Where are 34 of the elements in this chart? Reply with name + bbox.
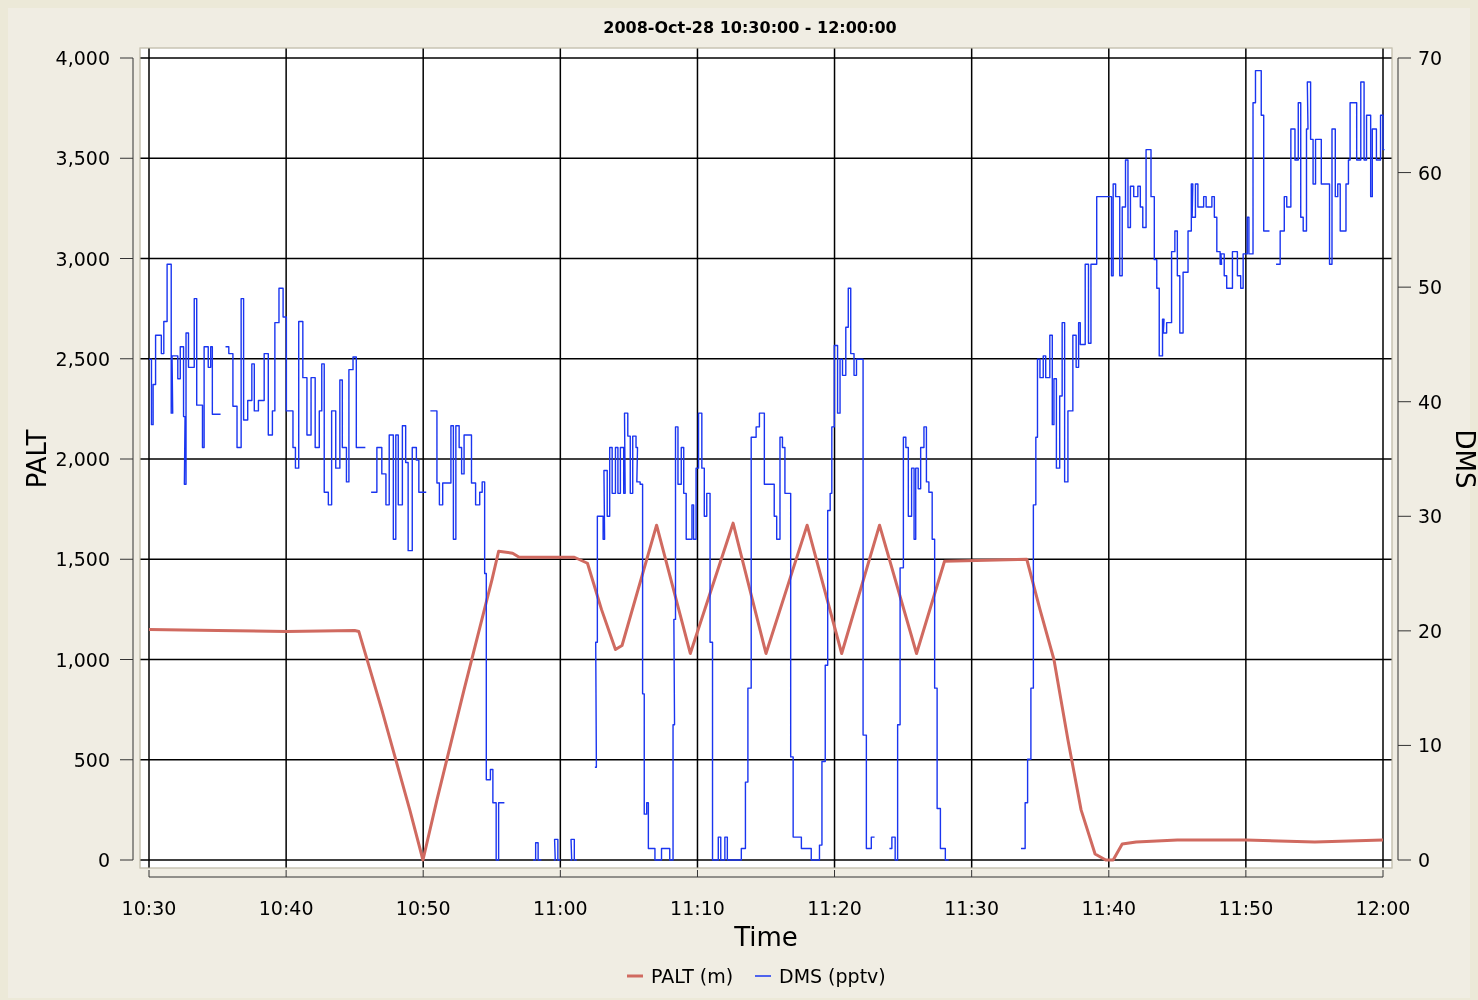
- x-tick-label: 10:40: [258, 897, 314, 919]
- x-tick-label: 10:50: [395, 897, 451, 919]
- y-tick-label: 0: [97, 849, 110, 871]
- y2-tick-label: 30: [1418, 505, 1443, 528]
- y-tick-label: 1,000: [55, 648, 110, 671]
- x-tick-label: 11:40: [1081, 897, 1137, 919]
- line-series: [147, 521, 1385, 862]
- y2-tick-label: 10: [1418, 734, 1443, 757]
- x-tick-label: 12:00: [1355, 897, 1411, 919]
- y-tick-label: 3,500: [55, 147, 110, 170]
- y-tick-label: 2,500: [55, 347, 110, 370]
- y2-tick-label: 20: [1418, 619, 1443, 642]
- legend-label: DMS (pptv): [779, 965, 886, 987]
- y2-axis-title: DMS: [1450, 429, 1478, 489]
- x-tick-label: 11:00: [532, 897, 588, 919]
- y2-tick-label: 40: [1418, 390, 1443, 413]
- y-tick-label: 4,000: [55, 47, 110, 69]
- y-tick-label: 2,000: [55, 448, 110, 470]
- x-tick-label: 11:20: [807, 897, 862, 919]
- y2-tick-label: 50: [1418, 276, 1443, 299]
- y-tick-label: 1,500: [55, 548, 110, 571]
- y2-tick-label: 60: [1418, 161, 1443, 184]
- legend-label: PALT (m): [651, 965, 734, 987]
- y2-tick-label: 0: [1418, 849, 1431, 871]
- chart-title: 2008-Oct-28 10:30:00 - 12:00:00: [603, 18, 897, 37]
- x-axis-title: Time: [733, 922, 798, 952]
- y-tick-label: 500: [73, 748, 110, 771]
- x-tick-label: 10:30: [121, 897, 177, 919]
- y-axis-title: PALT: [22, 429, 52, 489]
- x-tick-label: 11:10: [670, 897, 725, 919]
- x-tick-label: 11:50: [1218, 897, 1274, 919]
- y2-tick-label: 70: [1418, 47, 1443, 69]
- y-tick-label: 3,000: [55, 247, 110, 270]
- x-tick-label: 11:30: [944, 897, 1000, 919]
